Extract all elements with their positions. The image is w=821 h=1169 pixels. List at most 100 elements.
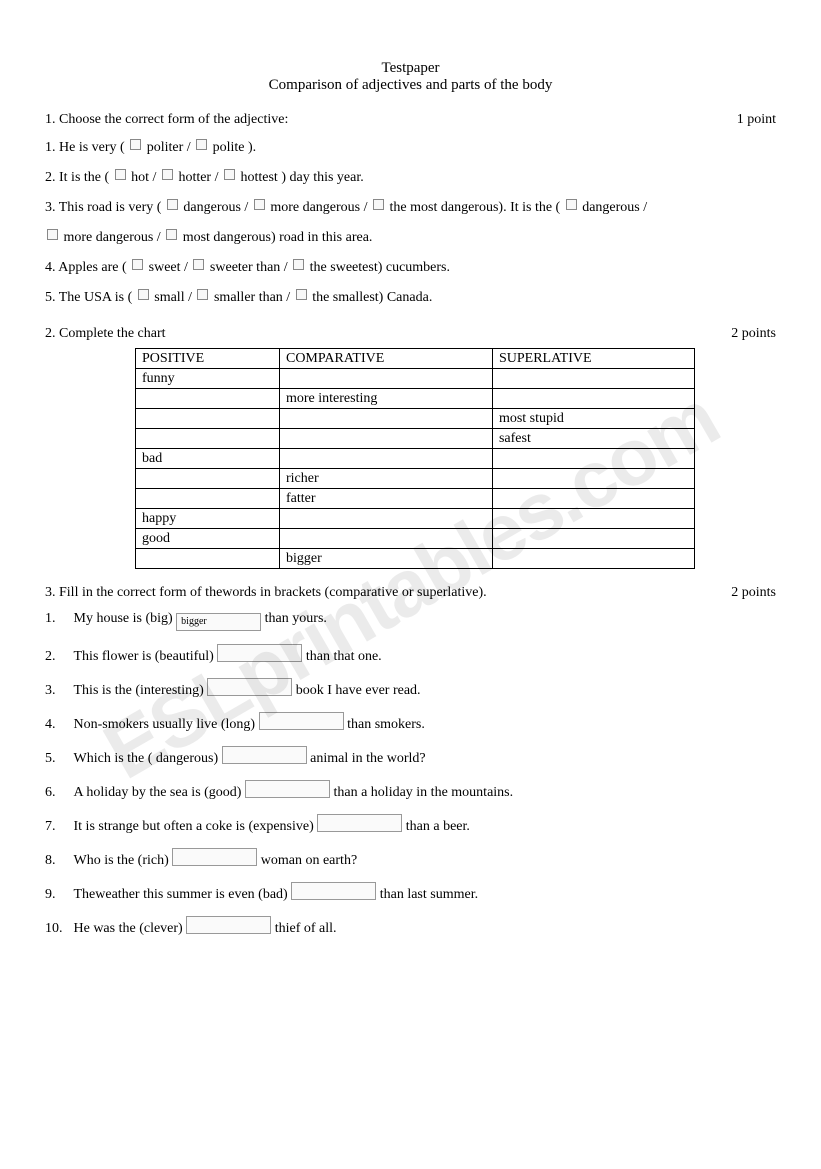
chart-cell[interactable] bbox=[492, 369, 694, 389]
chart-cell[interactable] bbox=[279, 529, 492, 549]
q1-item-cont: more dangerous / most dangerous) road in… bbox=[45, 224, 776, 252]
checkbox[interactable] bbox=[132, 259, 143, 270]
checkbox[interactable] bbox=[196, 139, 207, 150]
chart-wrapper: POSITIVECOMPARATIVESUPERLATIVEfunnymore … bbox=[135, 348, 776, 569]
q3-item: 8. Who is the (rich) woman on earth? bbox=[45, 848, 776, 869]
q1-option: smaller than / bbox=[214, 290, 290, 305]
q3-item: 2. This flower is (beautiful) than that … bbox=[45, 644, 776, 665]
chart-cell[interactable] bbox=[492, 449, 694, 469]
answer-blank[interactable] bbox=[245, 780, 330, 798]
chart-cell[interactable] bbox=[492, 529, 694, 549]
section1-points: 1 point bbox=[737, 112, 776, 128]
answer-blank[interactable] bbox=[186, 916, 271, 934]
q3-item: 9. Theweather this summer is even (bad) … bbox=[45, 882, 776, 903]
q1-option: more dangerous / bbox=[64, 230, 161, 245]
q1-item: 2. It is the ( hot / hotter / hottest ) … bbox=[45, 164, 776, 192]
q3-item: 7. It is strange but often a coke is (ex… bbox=[45, 814, 776, 835]
chart-cell[interactable] bbox=[136, 489, 280, 509]
chart-cell[interactable] bbox=[279, 449, 492, 469]
chart-cell[interactable]: bigger bbox=[279, 549, 492, 569]
q3-post: than a beer. bbox=[406, 819, 470, 834]
answer-blank[interactable] bbox=[222, 746, 307, 764]
q3-number: 6. bbox=[45, 785, 63, 801]
q1-option: dangerous / bbox=[183, 200, 248, 215]
answer-blank[interactable] bbox=[207, 678, 292, 696]
q3-post: than a holiday in the mountains. bbox=[333, 785, 513, 800]
chart-cell[interactable] bbox=[492, 509, 694, 529]
q3-number: 1. bbox=[45, 611, 63, 627]
q3-pre: My house is (big) bbox=[74, 611, 173, 626]
chart-cell[interactable]: good bbox=[136, 529, 280, 549]
chart-cell[interactable]: happy bbox=[136, 509, 280, 529]
q3-item: 3. This is the (interesting) book I have… bbox=[45, 678, 776, 699]
q3-number: 4. bbox=[45, 717, 63, 733]
checkbox[interactable] bbox=[224, 169, 235, 180]
q1-pre: 2. It is the ( bbox=[45, 170, 109, 185]
q3-pre: This flower is (beautiful) bbox=[74, 649, 214, 664]
q3-pre: Who is the (rich) bbox=[74, 853, 169, 868]
chart-cell[interactable]: richer bbox=[279, 469, 492, 489]
chart-cell[interactable]: fatter bbox=[279, 489, 492, 509]
chart-cell[interactable]: most stupid bbox=[492, 409, 694, 429]
checkbox[interactable] bbox=[296, 289, 307, 300]
answer-blank[interactable] bbox=[217, 644, 302, 662]
checkbox[interactable] bbox=[167, 199, 178, 210]
answer-blank[interactable] bbox=[291, 882, 376, 900]
checkbox[interactable] bbox=[47, 229, 58, 240]
chart-cell[interactable] bbox=[136, 469, 280, 489]
answer-blank[interactable]: bigger bbox=[176, 613, 261, 631]
checkbox[interactable] bbox=[254, 199, 265, 210]
chart-cell[interactable] bbox=[492, 469, 694, 489]
q3-number: 10. bbox=[45, 921, 63, 937]
checkbox[interactable] bbox=[166, 229, 177, 240]
title-block: Testpaper Comparison of adjectives and p… bbox=[45, 60, 776, 94]
chart-cell[interactable] bbox=[279, 409, 492, 429]
chart-header-cell: SUPERLATIVE bbox=[492, 349, 694, 369]
q1-option: hot / bbox=[131, 170, 156, 185]
checkbox[interactable] bbox=[293, 259, 304, 270]
q1-option: most dangerous) road in this area. bbox=[183, 230, 373, 245]
checkbox[interactable] bbox=[373, 199, 384, 210]
chart-cell[interactable] bbox=[136, 429, 280, 449]
chart-cell[interactable] bbox=[136, 409, 280, 429]
q3-pre: It is strange but often a coke is (expen… bbox=[74, 819, 314, 834]
chart-cell[interactable] bbox=[136, 549, 280, 569]
chart-cell[interactable]: safest bbox=[492, 429, 694, 449]
q1-pre: 5. The USA is ( bbox=[45, 290, 132, 305]
chart-cell[interactable] bbox=[279, 429, 492, 449]
q1-option: the sweetest) cucumbers. bbox=[310, 260, 450, 275]
chart-cell[interactable] bbox=[492, 389, 694, 409]
q3-pre: A holiday by the sea is (good) bbox=[74, 785, 242, 800]
q3-item: 10. He was the (clever) thief of all. bbox=[45, 916, 776, 937]
q1-option: dangerous / bbox=[582, 200, 647, 215]
chart-cell[interactable]: more interesting bbox=[279, 389, 492, 409]
q3-post: thief of all. bbox=[275, 921, 337, 936]
section3-points: 2 points bbox=[731, 585, 776, 601]
checkbox[interactable] bbox=[193, 259, 204, 270]
q1-pre: 1. He is very ( bbox=[45, 140, 125, 155]
checkbox[interactable] bbox=[138, 289, 149, 300]
answer-blank[interactable] bbox=[317, 814, 402, 832]
chart-cell[interactable] bbox=[492, 489, 694, 509]
chart-cell[interactable] bbox=[279, 509, 492, 529]
chart-cell[interactable]: funny bbox=[136, 369, 280, 389]
q1-option: hottest ) day this year. bbox=[240, 170, 363, 185]
q3-number: 9. bbox=[45, 887, 63, 903]
answer-blank[interactable] bbox=[259, 712, 344, 730]
chart-cell[interactable] bbox=[279, 369, 492, 389]
q1-item: 5. The USA is ( small / smaller than / t… bbox=[45, 284, 776, 312]
chart-cell[interactable] bbox=[136, 389, 280, 409]
q1-option: small / bbox=[154, 290, 192, 305]
q3-number: 8. bbox=[45, 853, 63, 869]
answer-blank[interactable] bbox=[172, 848, 257, 866]
q1-option: hotter / bbox=[178, 170, 218, 185]
section1-header: 1. Choose the correct form of the adject… bbox=[45, 112, 288, 128]
checkbox[interactable] bbox=[162, 169, 173, 180]
q3-post: than smokers. bbox=[347, 717, 425, 732]
checkbox[interactable] bbox=[115, 169, 126, 180]
checkbox[interactable] bbox=[197, 289, 208, 300]
checkbox[interactable] bbox=[566, 199, 577, 210]
chart-cell[interactable]: bad bbox=[136, 449, 280, 469]
checkbox[interactable] bbox=[130, 139, 141, 150]
chart-cell[interactable] bbox=[492, 549, 694, 569]
